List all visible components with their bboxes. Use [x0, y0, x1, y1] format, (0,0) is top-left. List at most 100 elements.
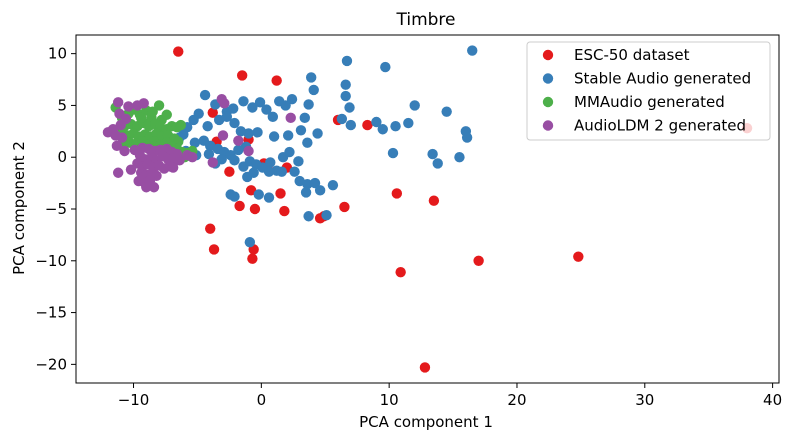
scatter-point — [252, 127, 263, 138]
scatter-point — [268, 131, 280, 142]
y-tick-label: −5 — [45, 200, 67, 218]
scatter-point — [573, 251, 584, 262]
scatter-point — [217, 130, 229, 141]
scatter-point — [263, 166, 275, 177]
scatter-point — [308, 84, 319, 96]
scatter-point — [427, 148, 438, 160]
scatter-point — [111, 140, 123, 152]
scatter-point — [138, 98, 149, 109]
scatter-point — [312, 128, 323, 139]
series-3 — [102, 94, 296, 193]
scatter-point — [135, 112, 147, 124]
x-axis-label: PCA component 1 — [359, 413, 493, 431]
x-tick-label: 40 — [763, 391, 782, 409]
scatter-point — [473, 255, 484, 266]
scatter-point — [377, 124, 388, 135]
y-axis-ticks: 10 5 0 −5 −10 −15 −20 — [35, 45, 76, 373]
scatter-point — [395, 266, 406, 278]
scatter-point — [242, 171, 253, 183]
scatter-point — [403, 117, 414, 129]
scatter-point — [302, 137, 313, 148]
scatter-point — [202, 120, 213, 132]
scatter-point — [419, 362, 431, 373]
scatter-point — [284, 146, 295, 158]
scatter-point — [302, 178, 313, 190]
scatter-point — [249, 203, 261, 215]
scatter-point — [282, 130, 294, 141]
scatter-point — [314, 185, 326, 196]
scatter-point — [263, 192, 275, 203]
x-tick-label: 10 — [380, 391, 399, 409]
scatter-point — [244, 236, 256, 248]
series-1 — [174, 45, 478, 248]
scatter-point — [224, 166, 235, 177]
scatter-point — [238, 96, 249, 107]
scatter-point — [175, 119, 187, 131]
scatter-point — [467, 45, 478, 56]
scatter-point — [116, 132, 128, 143]
scatter-point — [253, 189, 264, 200]
y-tick-label: 0 — [57, 148, 67, 166]
scatter-point — [199, 89, 211, 101]
scatter-point — [219, 98, 230, 109]
scatter-point — [305, 72, 317, 83]
scatter-point — [123, 101, 134, 112]
y-tick-label: 10 — [48, 45, 67, 63]
scatter-point — [235, 126, 247, 137]
scatter-point — [245, 185, 257, 196]
scatter-point — [275, 188, 286, 199]
scatter-point — [174, 155, 185, 166]
y-tick-label: −15 — [35, 304, 67, 322]
scatter-point — [247, 102, 258, 113]
x-tick-label: −10 — [118, 391, 150, 409]
legend-label: ESC-50 dataset — [574, 46, 690, 64]
scatter-point — [303, 211, 314, 222]
scatter-point — [148, 182, 160, 193]
scatter-point — [187, 152, 198, 163]
scatter-point — [243, 145, 254, 157]
scatter-point — [153, 100, 165, 111]
legend: ESC-50 dataset Stable Audio generated MMAu… — [526, 41, 771, 141]
scatter-point — [141, 182, 152, 193]
y-tick-label: 5 — [57, 96, 67, 114]
scatter-point — [125, 164, 137, 175]
scatter-point — [229, 117, 240, 129]
scatter-point — [254, 97, 266, 108]
scatter-point — [279, 205, 290, 217]
scatter-point — [295, 125, 307, 136]
scatter-point — [234, 200, 245, 212]
scatter-point — [236, 70, 248, 81]
legend-box — [526, 41, 771, 141]
scatter-point — [341, 55, 353, 67]
scatter-point — [207, 107, 218, 118]
scatter-point — [286, 94, 298, 105]
data-points — [102, 45, 753, 373]
scatter-point — [454, 152, 465, 163]
scatter-point — [387, 147, 399, 159]
scatter-point — [409, 100, 420, 111]
scatter-point — [208, 244, 220, 255]
scatter-point — [265, 157, 276, 168]
scatter-point — [112, 97, 124, 108]
scatter-point — [391, 188, 403, 199]
scatter-point — [344, 102, 355, 113]
scatter-point — [285, 112, 296, 124]
scatter-point — [207, 157, 218, 168]
scatter-point — [362, 119, 373, 131]
scatter-point — [147, 106, 158, 117]
scatter-point — [203, 148, 215, 160]
y-tick-label: −10 — [35, 252, 67, 270]
scatter-point — [119, 145, 130, 157]
legend-marker — [542, 96, 554, 108]
scatter-point — [300, 187, 312, 198]
scatter-point — [340, 79, 351, 90]
scatter-point — [167, 162, 179, 173]
scatter-point — [115, 119, 126, 131]
scatter-point — [461, 132, 473, 143]
scatter-point — [233, 135, 244, 146]
scatter-point — [432, 158, 443, 169]
scatter-point — [441, 106, 452, 117]
scatter-point — [225, 189, 236, 200]
